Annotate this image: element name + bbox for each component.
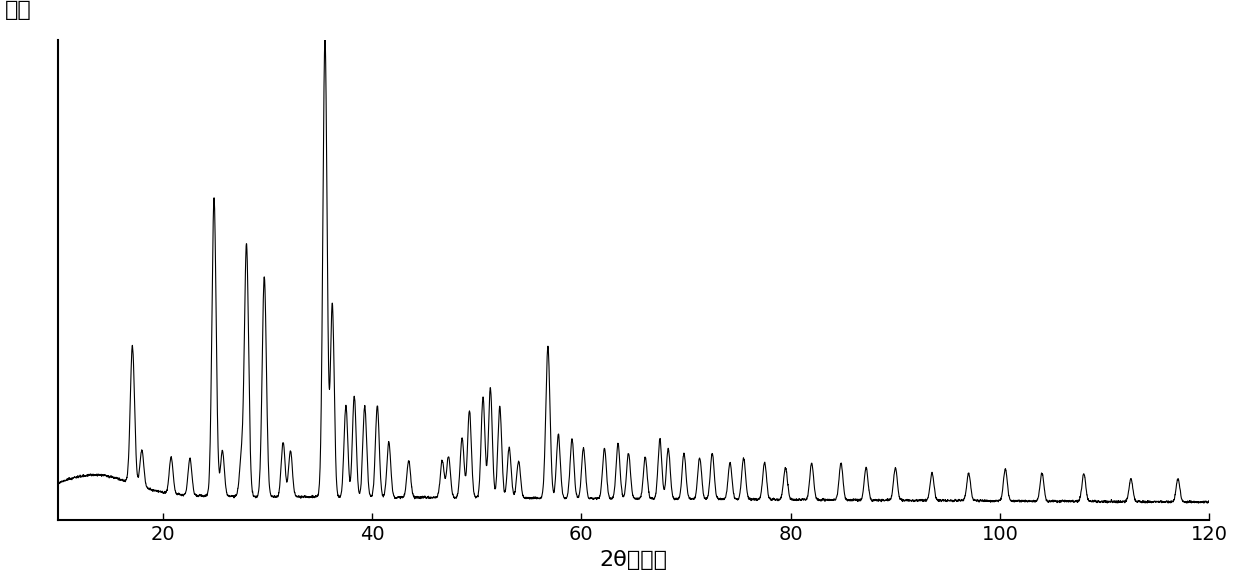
X-axis label: 2θ（度）: 2θ（度）: [600, 550, 668, 570]
Y-axis label: 强度: 强度: [5, 0, 31, 20]
